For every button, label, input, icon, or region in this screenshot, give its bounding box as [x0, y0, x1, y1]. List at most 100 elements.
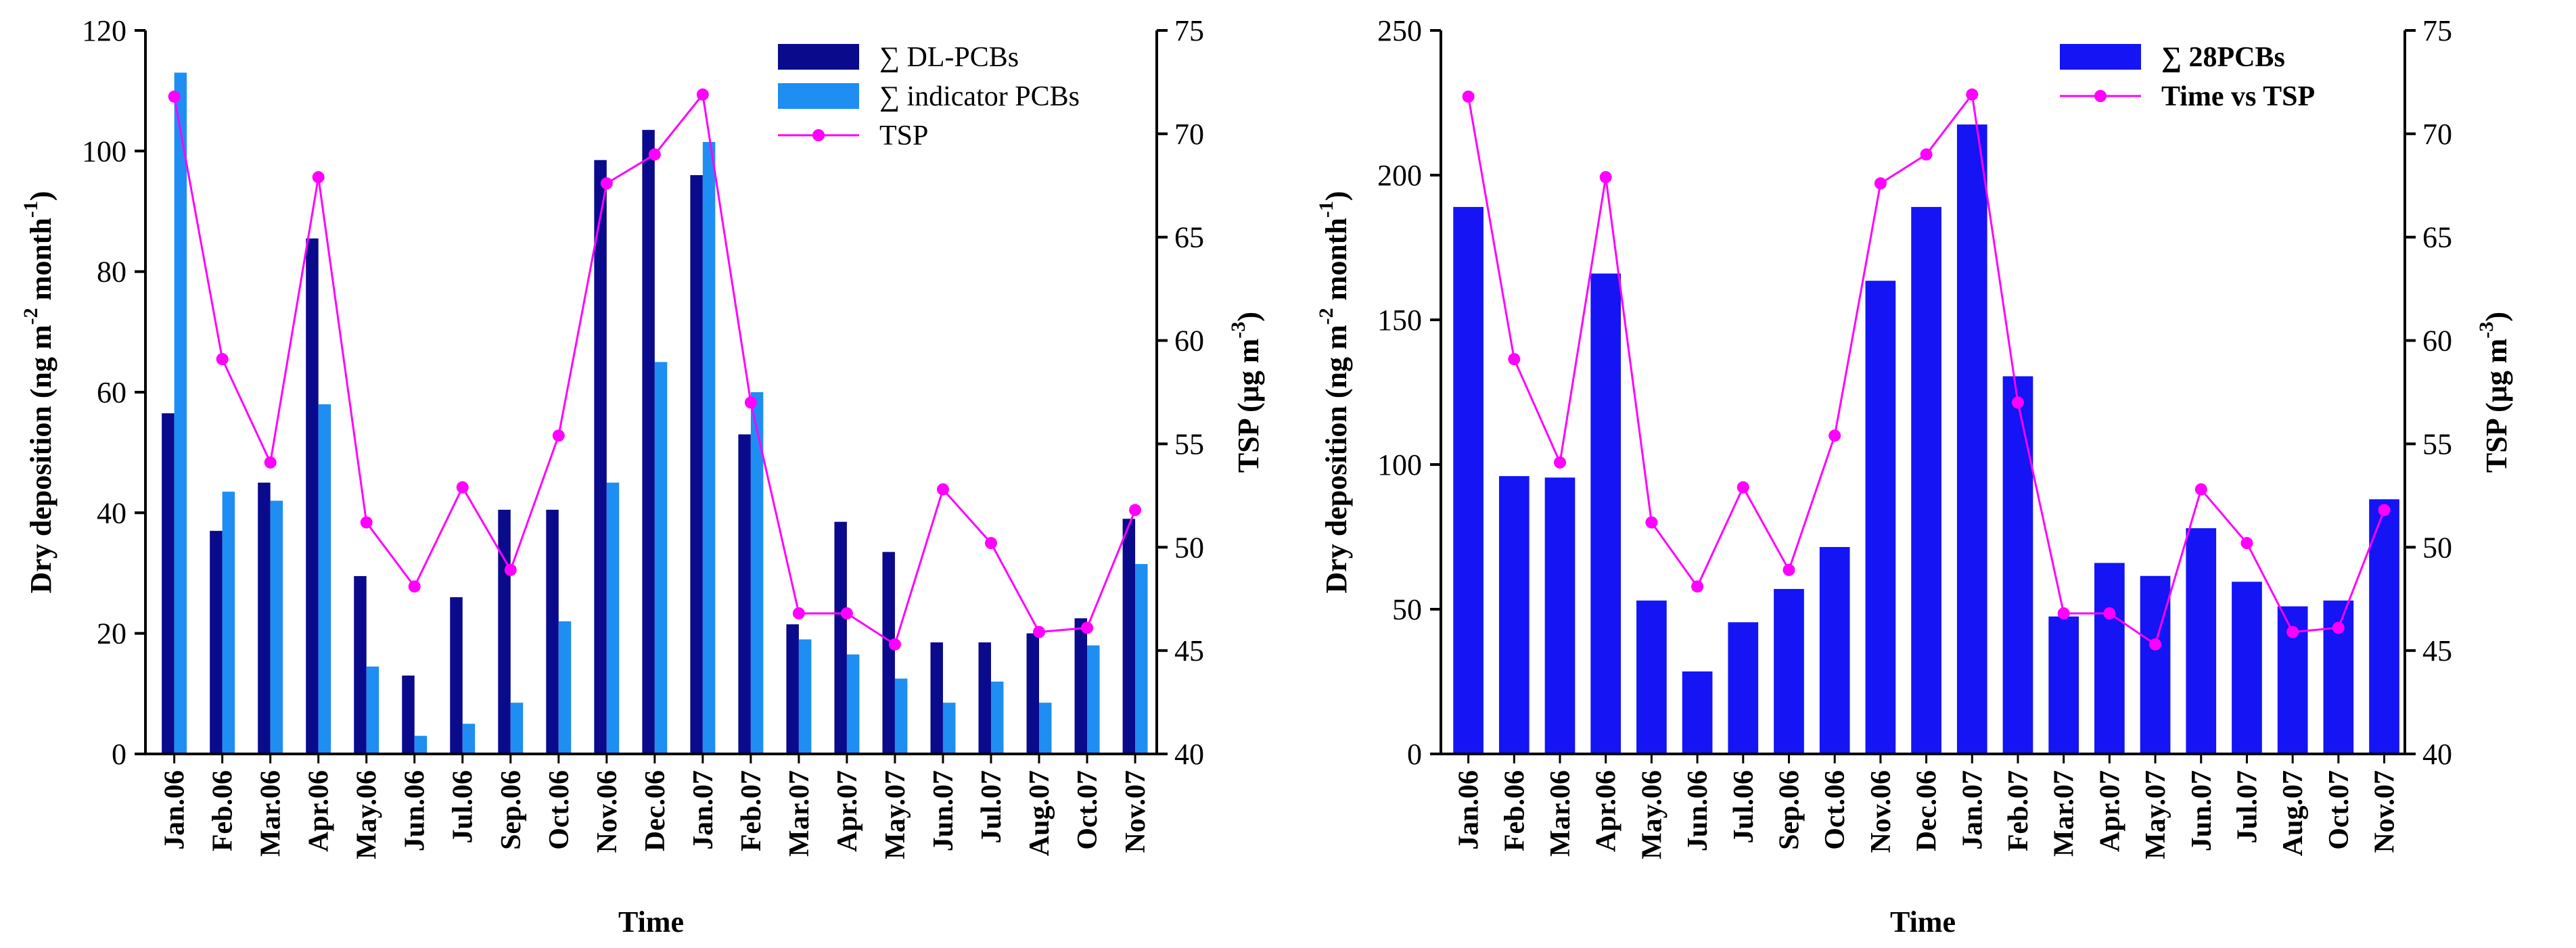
tsp-point-May.07 — [888, 638, 901, 650]
y2-axis-title: TSP (μg m-3) — [1227, 312, 1265, 473]
x-tick-label: May.07 — [2140, 770, 2171, 859]
dl-pcbs-bar-Aug.07 — [1026, 633, 1039, 754]
x-tick-label: Jul.07 — [2232, 770, 2263, 844]
x-tick-label: Nov.07 — [2370, 770, 2401, 853]
dl-pcbs-bar-Nov.06 — [594, 160, 607, 755]
dl-pcbs-bar-May.06 — [354, 575, 367, 754]
tsp-point-Sep.06 — [1782, 563, 1795, 576]
legend-swatch — [2060, 44, 2141, 70]
tsp-point-Apr.07 — [2103, 607, 2116, 620]
indicator-pcbs-bar-Aug.07 — [1038, 703, 1052, 754]
y-tick-label: 50 — [1392, 593, 1422, 626]
legend-label: TSP — [879, 120, 928, 151]
indicator-pcbs-bar-Jan.06 — [174, 72, 187, 754]
tsp-point-Apr.06 — [1599, 171, 1612, 184]
tsp-point-Dec.06 — [648, 148, 661, 161]
y-axis-title-end: ) — [24, 191, 58, 201]
x-tick-label: Mar.07 — [2049, 770, 2080, 857]
x-tick-label: Nov.06 — [592, 770, 623, 853]
dl-pcbs-bar-Oct.06 — [546, 509, 559, 754]
x-axis-title: Time — [1890, 905, 1956, 939]
y2-tick-label: 50 — [1174, 531, 1204, 564]
dl-pcbs-bar-Nov.07 — [1122, 519, 1136, 754]
y2-tick-label: 75 — [1174, 14, 1204, 47]
tsp-point-Jun.06 — [1691, 580, 1704, 593]
tsp-point-Jan.06 — [1462, 90, 1475, 103]
x-tick-label: Feb.07 — [2003, 770, 2034, 851]
y-tick-label: 20 — [97, 617, 127, 650]
tsp-point-Feb.07 — [2011, 396, 2024, 409]
y-tick-label: 60 — [97, 376, 127, 409]
dl-pcbs-bar-Jul.06 — [450, 597, 463, 754]
x-tick-label: Aug.07 — [1024, 770, 1055, 856]
pcbs28-bar-Feb.06 — [1498, 476, 1530, 754]
pcbs28-bar-Nov.06 — [1865, 281, 1896, 755]
y2-tick-label: 70 — [1174, 118, 1204, 151]
x-tick-label: Oct.06 — [1820, 770, 1851, 850]
x-tick-label: Jan.07 — [1957, 770, 1988, 850]
x-tick-label: Jun.06 — [1682, 770, 1714, 851]
y-tick-label: 0 — [1407, 738, 1422, 771]
tsp-point-May.06 — [1645, 516, 1658, 529]
legend-label: ∑ 28PCBs — [2161, 42, 2285, 73]
x-tick-label: May.06 — [1636, 770, 1668, 859]
x-tick-label: Feb.06 — [208, 770, 239, 851]
tsp-point-Feb.06 — [1508, 353, 1521, 366]
tsp-point-Nov.07 — [2378, 504, 2391, 517]
dl-pcbs-bar-Mar.07 — [786, 624, 799, 754]
tsp-point-Jun.07 — [936, 483, 949, 496]
dl-pcbs-bar-Jun.07 — [930, 642, 943, 754]
tsp-point-Feb.07 — [744, 396, 757, 409]
tsp-point-Oct.06 — [1828, 429, 1841, 442]
x-tick-label: Jul.06 — [448, 770, 479, 844]
indicator-pcbs-bar-Apr.07 — [846, 654, 860, 754]
legend: ∑ DL-PCBs ∑ indicator PCBs TSP — [778, 42, 1080, 151]
dl-pcbs-bar-Dec.06 — [642, 130, 655, 754]
y-tick-label: 120 — [82, 14, 127, 47]
tsp-point-May.06 — [360, 516, 373, 529]
x-axis-title: Time — [618, 905, 684, 939]
pcbs28-bar-Feb.07 — [2002, 376, 2033, 754]
y2-tick-label: 50 — [2422, 531, 2452, 564]
y-axis-title: Dry deposition (ng m-2 month-1) — [20, 191, 58, 593]
tsp-point-Aug.07 — [2286, 625, 2299, 638]
x-tick-label: Jan.07 — [688, 770, 719, 850]
y2-tick-label: 45 — [2422, 634, 2452, 667]
tsp-point-Jul.06 — [456, 481, 469, 494]
pcbs28-bar-Apr.06 — [1590, 273, 1622, 754]
dl-pcbs-bar-Feb.07 — [738, 434, 751, 754]
y2-tick-label: 65 — [2422, 221, 2452, 254]
x-tick-label: Dec.06 — [1912, 770, 1943, 851]
tsp-point-Oct.07 — [1081, 621, 1094, 634]
pcbs28-bar-Jun.06 — [1682, 671, 1713, 754]
y-tick-label: 200 — [1377, 159, 1422, 192]
dl-pcbs-bar-Jan.06 — [162, 413, 175, 754]
pcbs28-bar-Nov.07 — [2369, 499, 2399, 754]
pcbs28-bar-Mar.07 — [2048, 616, 2079, 754]
tsp-point-Jul.07 — [984, 537, 997, 550]
chart-panel-1: 0 20 40 60 80 100 120 40 45 50 55 60 65 70 75 Jan.06 Feb… — [20, 14, 1265, 939]
pcbs28-bar-Apr.07 — [2094, 563, 2125, 754]
y-axis-title-sup2: -1 — [1315, 201, 1337, 218]
x-tick-label: Jun.06 — [400, 770, 431, 851]
dl-pcbs-bar-Jul.07 — [978, 642, 991, 754]
indicator-pcbs-bar-Nov.07 — [1135, 564, 1148, 754]
tsp-point-Jan.07 — [1966, 88, 1979, 101]
y-axis-title-sup1: -2 — [1315, 308, 1337, 325]
indicator-pcbs-bar-Feb.06 — [222, 492, 235, 754]
x-tick-label: Feb.06 — [1499, 770, 1530, 851]
pcbs28-bar-May.07 — [2140, 575, 2171, 754]
legend-swatch-marker — [812, 129, 825, 141]
tsp-point-Mar.07 — [792, 607, 805, 620]
y2-axis-title-end: ) — [1232, 312, 1265, 322]
pcbs28-bar-Jul.07 — [2232, 582, 2262, 754]
tsp-point-May.07 — [2149, 638, 2162, 650]
x-tick-label: Apr.07 — [832, 770, 863, 852]
indicator-pcbs-bar-Sep.06 — [510, 703, 524, 754]
y-axis-title-mid: month — [24, 218, 58, 308]
y2-tick-label: 55 — [1174, 427, 1204, 460]
y-tick-label: 100 — [1377, 448, 1422, 481]
pcbs28-bar-May.06 — [1636, 600, 1667, 754]
